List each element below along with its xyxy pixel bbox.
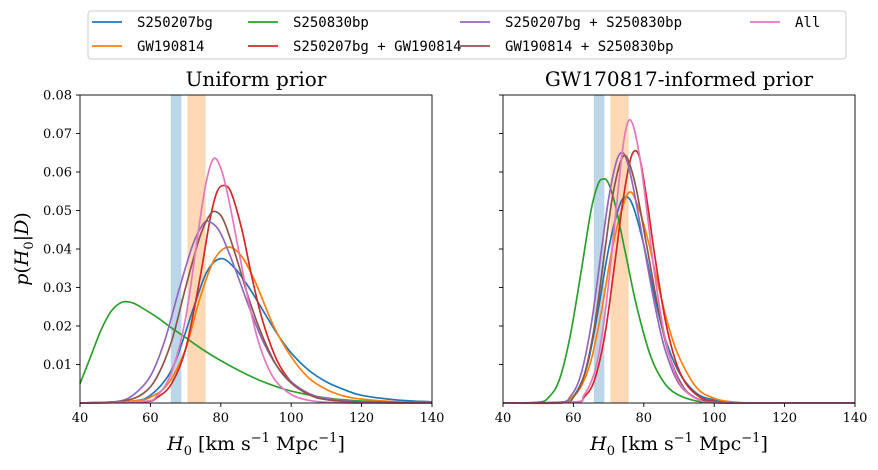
x-tick-label: 60 bbox=[565, 411, 582, 426]
chart-title: Uniform prior bbox=[186, 67, 327, 91]
legend-entry: S250207bg bbox=[92, 15, 213, 31]
x-tick-label: 40 bbox=[495, 411, 512, 426]
series-line bbox=[79, 210, 433, 404]
x-tick-label: 60 bbox=[142, 411, 159, 426]
legend: S250207bg GW190814 S250830bp S250207bg + GW… bbox=[87, 10, 847, 60]
legend-entry: GW190814 + S250830bp bbox=[460, 39, 674, 55]
x-axis-label: H0 [km s−1 Mpc−1] bbox=[589, 431, 768, 459]
y-tick-label: 0.01 bbox=[43, 358, 72, 373]
x-tick-label: 120 bbox=[349, 411, 374, 426]
y-tick-label: 0.06 bbox=[43, 166, 72, 181]
svg-text:H0 [km s−1 Mpc−1]: H0 [km s−1 Mpc−1] bbox=[589, 431, 768, 459]
legend-entry: S250207bg + S250830bp bbox=[460, 15, 682, 31]
y-tick-label: 0.03 bbox=[43, 281, 72, 296]
legend-entry: S250207bg + GW190814 bbox=[248, 39, 462, 55]
x-tick-label: 40 bbox=[72, 411, 89, 426]
x-tick-label: 100 bbox=[702, 411, 727, 426]
y-axis-ticks: 0.01 0.02 0.03 0.04 0.05 0.06 0.07 0.08 bbox=[43, 89, 80, 373]
series-lines bbox=[502, 118, 856, 405]
legend-label: S250207bg + S250830bp bbox=[505, 15, 682, 31]
shaded-band bbox=[610, 95, 629, 403]
series-line bbox=[79, 246, 433, 404]
y-tick-label: 0.08 bbox=[43, 89, 72, 104]
series-lines bbox=[79, 157, 433, 404]
legend-frame bbox=[87, 10, 847, 60]
legend-label: S250830bp bbox=[293, 15, 369, 31]
x-tick-label: 120 bbox=[772, 411, 797, 426]
series-line bbox=[79, 220, 433, 404]
y-tick-label: 0.05 bbox=[43, 204, 72, 219]
x-tick-label: 140 bbox=[420, 411, 445, 426]
y-tick-label: 0.04 bbox=[43, 243, 72, 258]
svg-text:p(H0|D): p(H0|D) bbox=[11, 212, 37, 286]
panel-gw170817-informed-prior: GW170817-informed prior 40 60 80 100 120 140 … bbox=[495, 67, 868, 459]
y-tick-label: 0.07 bbox=[43, 127, 72, 142]
legend-entry: S250830bp bbox=[248, 15, 369, 31]
x-tick-label: 100 bbox=[279, 411, 304, 426]
x-tick-label: 140 bbox=[843, 411, 868, 426]
series-line bbox=[79, 157, 433, 404]
series-line bbox=[502, 118, 856, 404]
legend-entry: GW190814 bbox=[92, 39, 204, 55]
svg-text:H0 [km s−1 Mpc−1]: H0 [km s−1 Mpc−1] bbox=[166, 431, 345, 459]
x-tick-label: 80 bbox=[636, 411, 653, 426]
legend-label: All bbox=[795, 15, 820, 31]
panel-uniform-prior: Uniform prior 40 60 80 100 120 140 0.010.020.… bbox=[11, 67, 444, 459]
chart-title: GW170817-informed prior bbox=[545, 67, 814, 91]
legend-label: GW190814 bbox=[137, 39, 204, 55]
shaded-band bbox=[593, 95, 605, 403]
legend-entry: All bbox=[750, 15, 820, 31]
legend-label: S250207bg + GW190814 bbox=[293, 39, 462, 55]
y-axis-ticks bbox=[499, 94, 503, 365]
x-axis-ticks: 40 60 80 100 120 140 bbox=[72, 403, 445, 426]
x-tick-label: 80 bbox=[213, 411, 230, 426]
series-line bbox=[79, 257, 433, 404]
shaded-bands bbox=[593, 95, 629, 403]
x-axis-label: H0 [km s−1 Mpc−1] bbox=[166, 431, 345, 459]
y-tick-label: 0.02 bbox=[43, 320, 72, 335]
y-axis-label: p(H0|D) bbox=[11, 212, 37, 286]
legend-label: GW190814 + S250830bp bbox=[505, 39, 674, 55]
x-axis-ticks: 40 60 80 100 120 140 bbox=[495, 403, 868, 426]
shaded-band bbox=[170, 95, 182, 403]
legend-label: S250207bg bbox=[137, 15, 213, 31]
